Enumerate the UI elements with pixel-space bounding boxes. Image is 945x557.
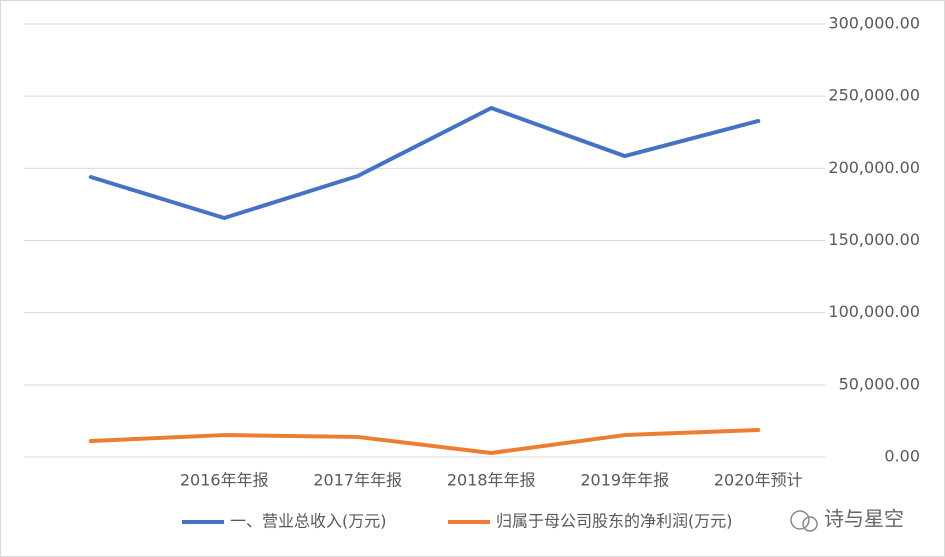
y-tick-label: 100,000.00 [828, 302, 920, 321]
series-line [88, 106, 761, 220]
x-tick-label: 2019年年报 [580, 471, 669, 490]
y-tick-label: 50,000.00 [839, 374, 920, 393]
x-tick-label: 2018年年报 [447, 471, 536, 490]
series-line [88, 428, 761, 455]
watermark-group: 诗与星空 [790, 507, 904, 532]
y-tick-label: 250,000.00 [828, 86, 920, 105]
y-tick-label: 300,000.00 [828, 14, 920, 33]
legend-label: 一、营业总收入(万元) [230, 512, 387, 531]
x-tick-label: 2017年年报 [313, 471, 402, 490]
y-tick-label: 200,000.00 [828, 158, 920, 177]
y-tick-label: 0.00 [884, 447, 920, 466]
x-tick-label: 2016年年报 [180, 471, 269, 490]
x-tick-label: 2020年预计 [714, 471, 803, 490]
legend-label: 归属于母公司股东的净利润(万元) [496, 512, 733, 531]
watermark-icon [802, 516, 818, 532]
y-tick-label: 150,000.00 [828, 230, 920, 249]
watermark: 诗与星空 [824, 507, 904, 531]
watermark-icon [790, 510, 810, 530]
